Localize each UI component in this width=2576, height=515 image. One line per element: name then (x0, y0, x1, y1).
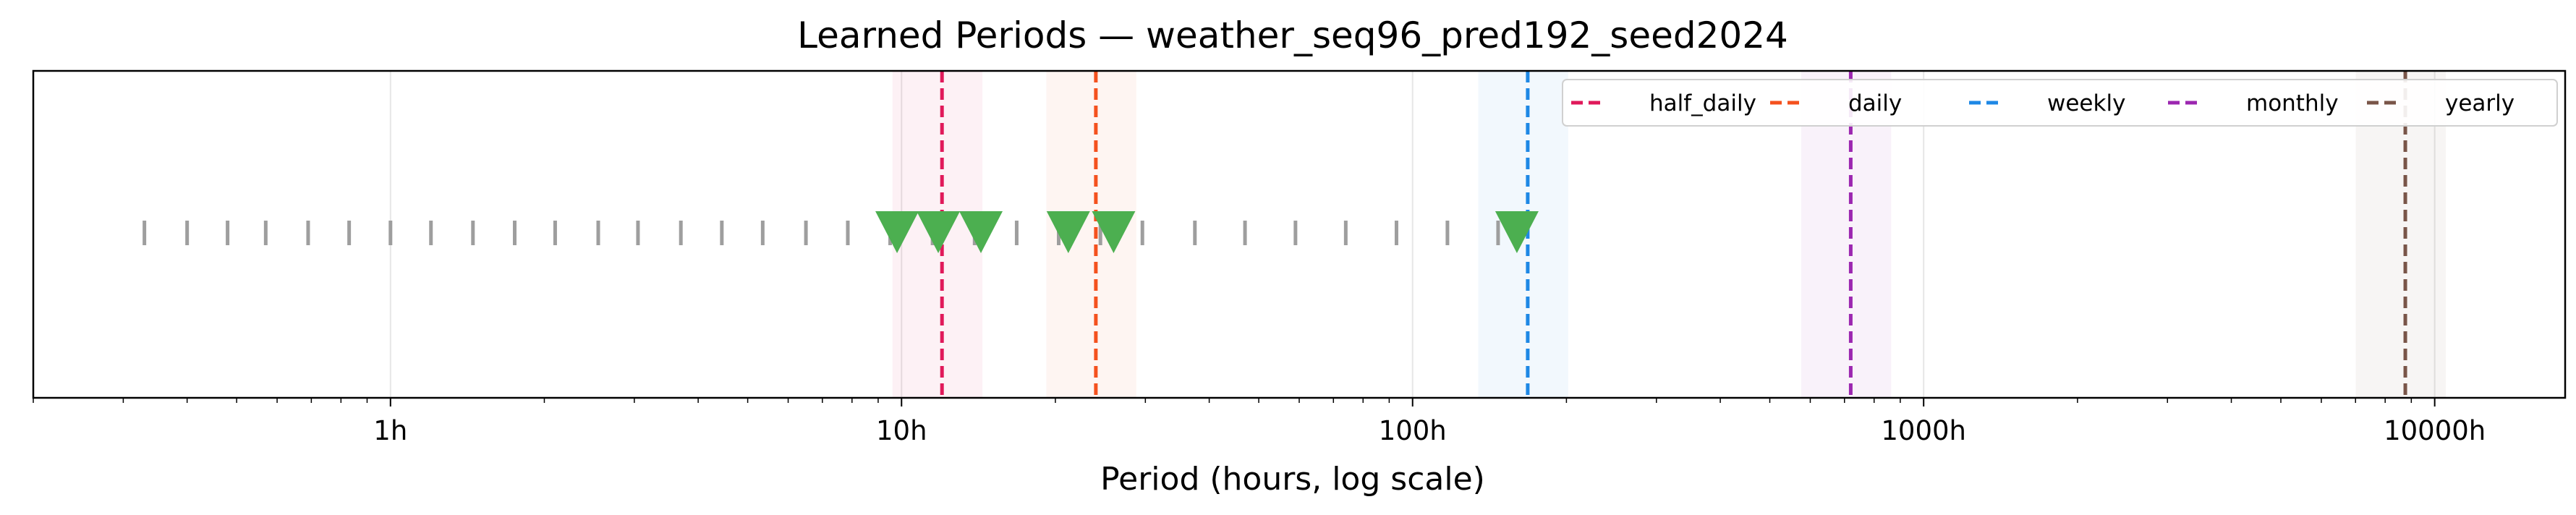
learned-period-marker (959, 211, 1003, 253)
learned-period-marker (1046, 211, 1090, 253)
legend-label-monthly: monthly (2246, 90, 2339, 116)
legend: half_daily daily weekly monthly yearly (1562, 79, 2558, 127)
x-tick-label: 1000h (1881, 415, 1966, 446)
x-axis: 1h 10h 100h 1000h 10000h (33, 398, 2486, 446)
learned-period-marker (875, 211, 919, 253)
x-tick-label: 10h (876, 415, 927, 446)
x-tick-label: 100h (1379, 415, 1447, 446)
learned-period-marker (1495, 211, 1539, 253)
legend-label-daily: daily (1848, 90, 1902, 116)
chart-title: Learned Periods — weather_seq96_pred192_… (797, 14, 1788, 56)
x-tick-label: 10000h (2384, 415, 2486, 446)
legend-box (1562, 79, 2558, 127)
learned-period-marker (917, 211, 961, 253)
legend-label-weekly: weekly (2047, 90, 2125, 116)
x-axis-label: Period (hours, log scale) (1100, 461, 1485, 498)
learned-period-marker (1092, 211, 1136, 253)
x-tick-label: 1h (373, 415, 407, 446)
legend-label-half-daily: half_daily (1649, 90, 1756, 116)
legend-label-yearly: yearly (2445, 90, 2515, 116)
